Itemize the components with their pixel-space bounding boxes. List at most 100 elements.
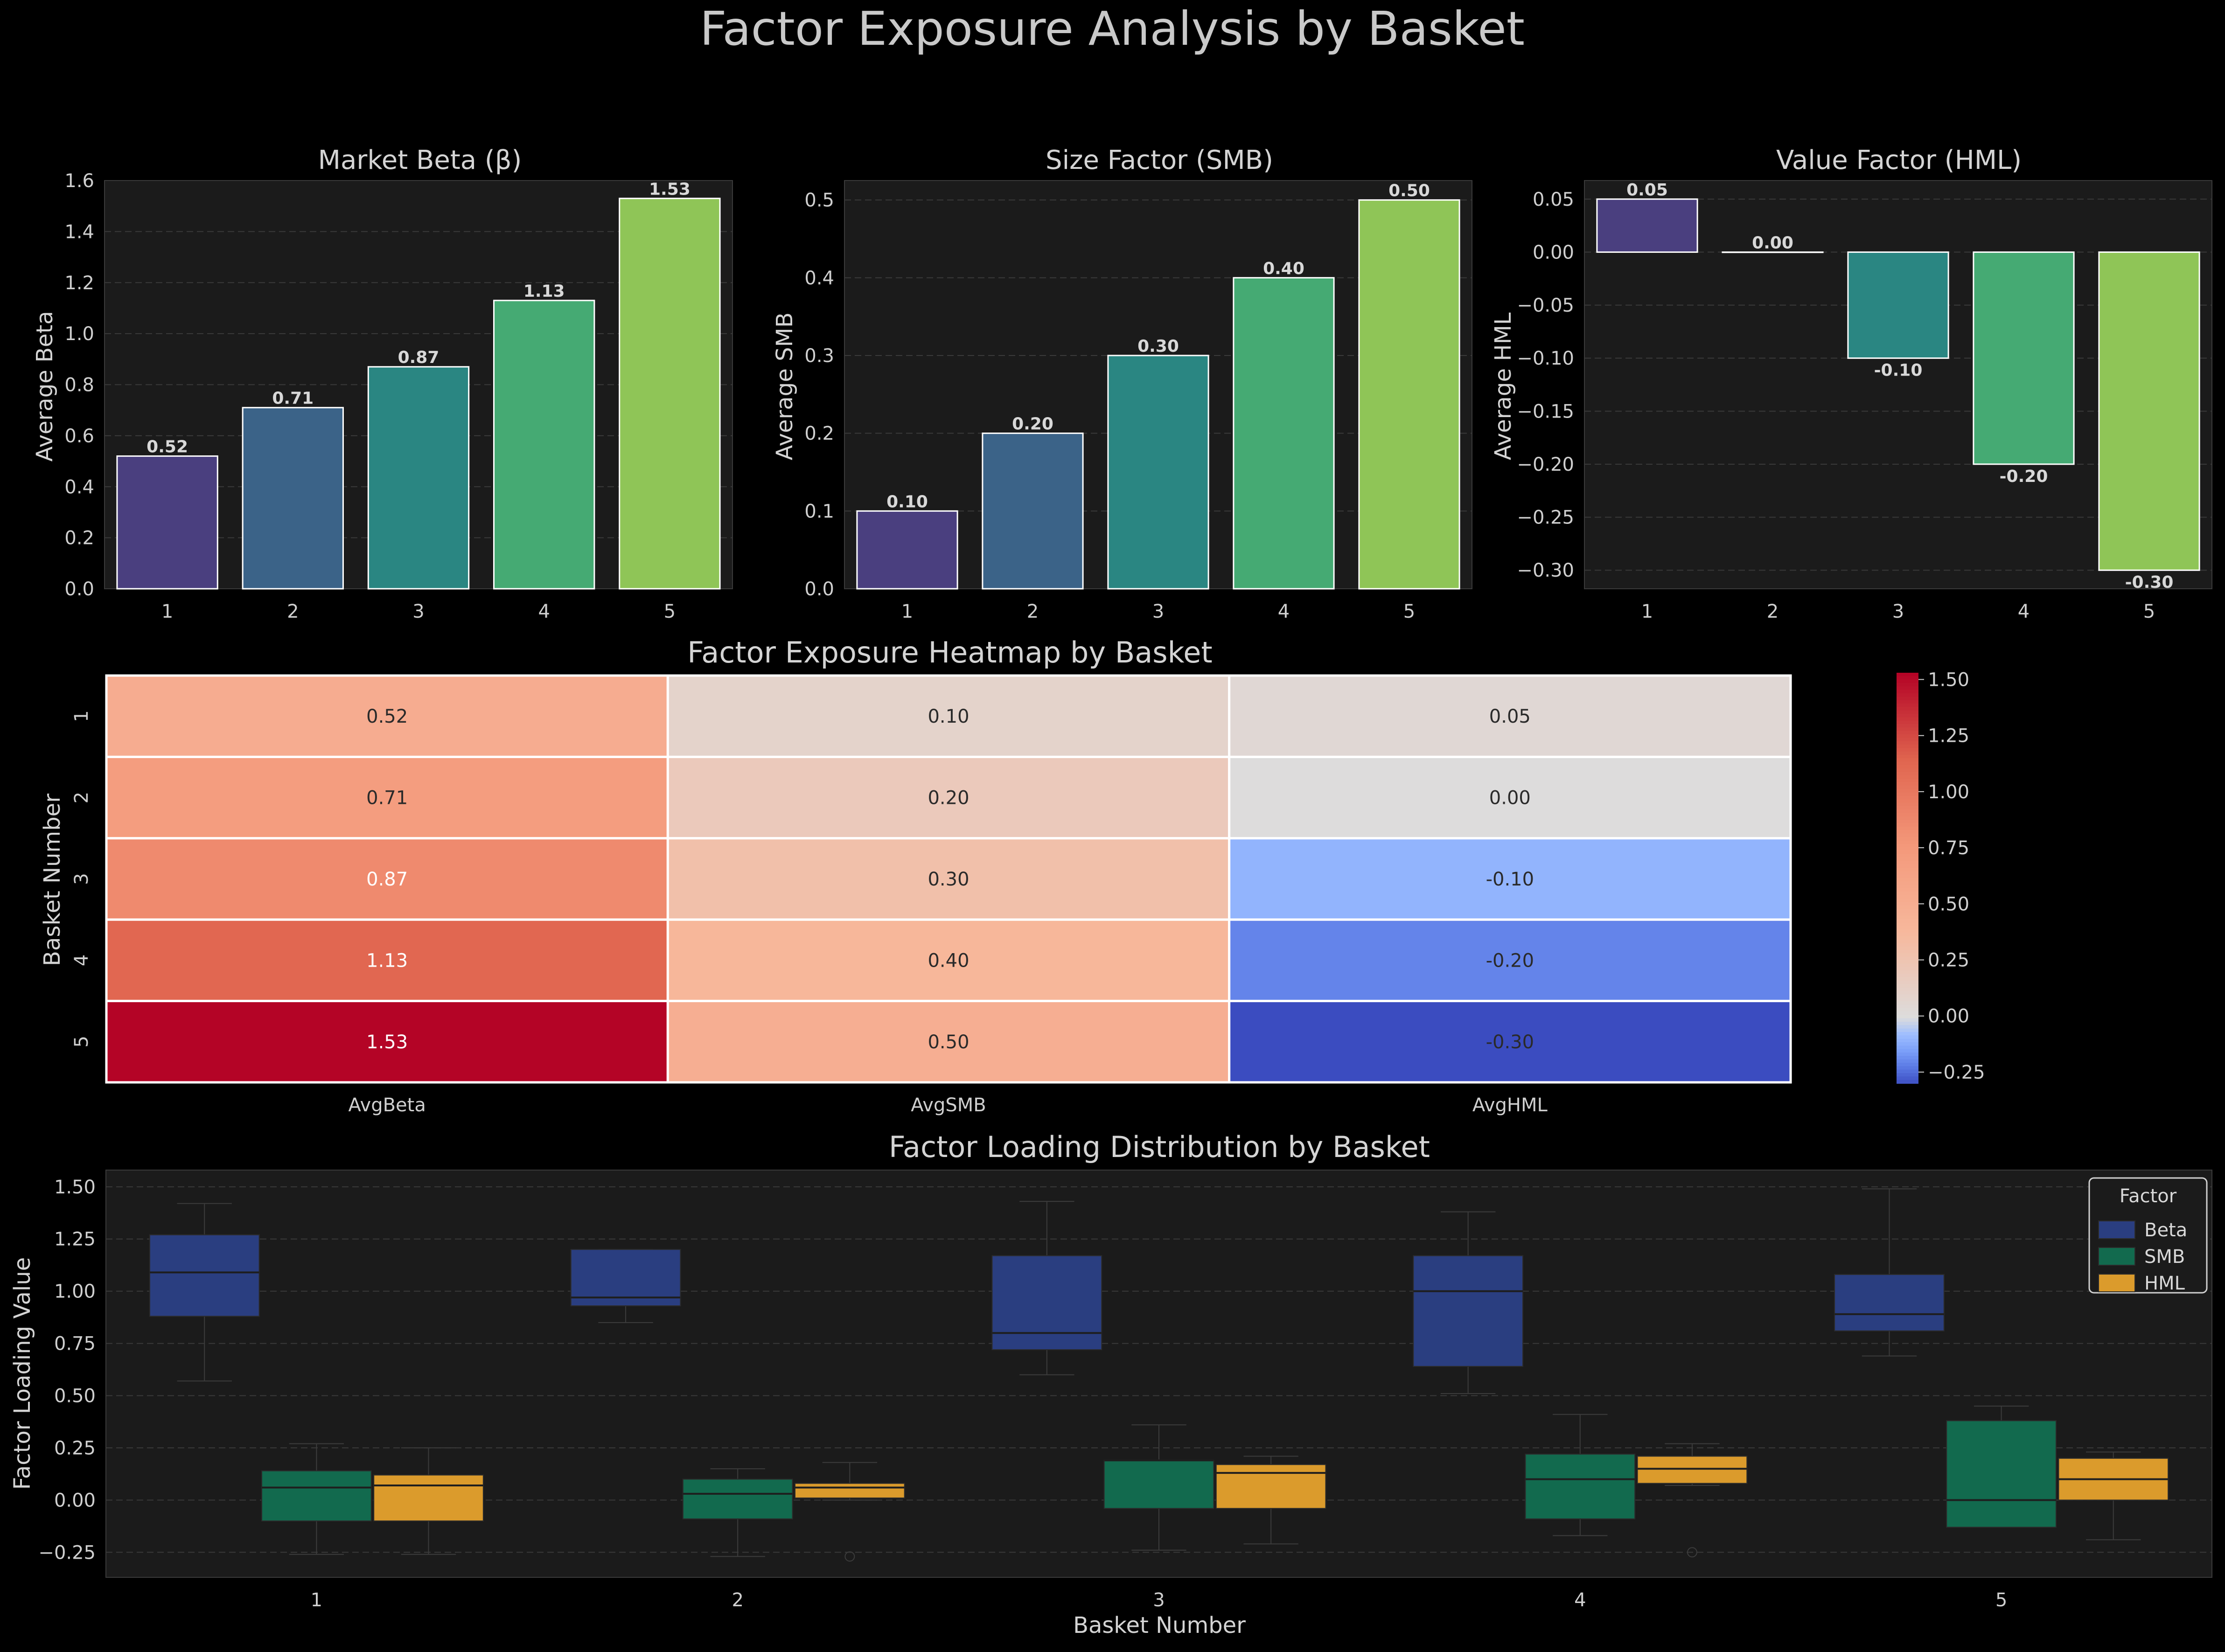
heatmap-row-label: 2: [71, 792, 92, 803]
heatmap-row-label: 4: [71, 955, 92, 966]
value-factor-title: Value Factor (HML): [1776, 145, 2022, 175]
colorbar-segment: [1897, 981, 1918, 985]
colorbar-segment: [1897, 679, 1918, 683]
boxplot-ytick-label: 0.00: [54, 1490, 96, 1511]
boxplot-ylabel: Factor Loading Value: [9, 1257, 35, 1490]
colorbar-segment: [1897, 796, 1918, 800]
colorbar-segment: [1897, 885, 1918, 889]
colorbar-segment: [1897, 1011, 1918, 1016]
colorbar-segment: [1897, 902, 1918, 906]
heatmap-column-label: AvgSMB: [911, 1094, 986, 1116]
colorbar-segment: [1897, 933, 1918, 937]
colorbar-segment: [1897, 748, 1918, 752]
heatmap-cell-label: 0.20: [928, 788, 969, 809]
boxplot-xtick-label-1: 1: [311, 1589, 322, 1611]
value-factor-ytick-label: −0.15: [1517, 401, 1574, 422]
colorbar-segment: [1897, 1022, 1918, 1026]
box-beta-2: [570, 1249, 681, 1306]
market-beta-bar-label-2: 0.71: [272, 389, 314, 408]
market-beta-ytick-label: 0.4: [64, 476, 94, 498]
boxplot-chart: Factor Loading Distribution by Basket Fa…: [9, 1130, 2212, 1638]
boxplot-xlabel: Basket Number: [1073, 1612, 1246, 1638]
colorbar-segment: [1897, 960, 1918, 964]
colorbar-segment: [1897, 895, 1918, 899]
colorbar-segment: [1897, 1018, 1918, 1022]
size-factor-bar-4: [1233, 277, 1335, 590]
size-factor-xtick-label-2: 2: [1027, 601, 1039, 622]
colorbar-segment: [1897, 963, 1918, 968]
heatmap-cell: [105, 1000, 669, 1084]
market-beta-bar-2: [242, 407, 344, 590]
market-beta-xtick-label-5: 5: [664, 601, 676, 622]
value-factor-bar-label-4: -0.20: [2000, 467, 2048, 486]
colorbar-tick-label: 1.00: [1928, 781, 1969, 803]
box-beta-5: [1834, 1274, 1945, 1331]
boxplot-ytick-label: 1.25: [54, 1229, 96, 1250]
value-factor-ytick-label: −0.05: [1517, 295, 1574, 316]
legend-swatch-beta: [2098, 1220, 2135, 1239]
box-hml-2: [794, 1483, 905, 1499]
box-smb-3: [1103, 1460, 1214, 1509]
colorbar-tick-label: 0.00: [1928, 1006, 1969, 1027]
colorbar-segment: [1897, 912, 1918, 916]
colorbar-segment: [1897, 690, 1918, 694]
box-hml-3: [1215, 1464, 1326, 1509]
colorbar-segment: [1897, 1076, 1918, 1080]
colorbar-segment: [1897, 864, 1918, 868]
heatmap-cell-label: 0.52: [366, 706, 408, 727]
heatmap-cell-label: 1.53: [366, 1032, 408, 1053]
market-beta-ytick-label: 1.2: [64, 272, 94, 294]
colorbar-segment: [1897, 929, 1918, 934]
heatmap-cell-label: 0.05: [1489, 706, 1531, 727]
colorbar-segment: [1897, 772, 1918, 776]
colorbar-segment: [1897, 997, 1918, 1002]
heatmap-cell: [1228, 1000, 1792, 1084]
heatmap-cell-label: 0.40: [928, 950, 969, 971]
colorbar-segment: [1897, 738, 1918, 742]
box-smb-4: [1525, 1453, 1636, 1520]
colorbar-segment: [1897, 1073, 1918, 1077]
colorbar-segment: [1897, 686, 1918, 690]
colorbar-segment: [1897, 727, 1918, 732]
size-factor-xtick-label-3: 3: [1152, 601, 1164, 622]
colorbar-segment: [1897, 994, 1918, 998]
heatmap-cell: [105, 918, 669, 1003]
market-beta-bar-3: [367, 366, 470, 590]
size-factor-bar-label-5: 0.50: [1388, 181, 1430, 201]
colorbar-segment: [1897, 943, 1918, 947]
market-beta-bar-label-1: 0.52: [146, 438, 188, 457]
boxplot-xtick-label-4: 4: [1574, 1589, 1586, 1611]
heatmap-row-label: 1: [71, 710, 92, 722]
colorbar-segment: [1897, 731, 1918, 735]
colorbar-segment: [1897, 768, 1918, 773]
box-beta-3: [991, 1255, 1102, 1351]
legend-title: Factor: [2120, 1185, 2177, 1207]
heatmap-cell: [666, 918, 1231, 1003]
colorbar-segment: [1897, 1015, 1918, 1019]
size-factor-ytick-label: 0.1: [804, 501, 834, 522]
colorbar-segment: [1897, 782, 1918, 786]
colorbar-segment: [1897, 1080, 1918, 1084]
value-factor-bar-4: [1973, 251, 2075, 465]
heatmap-cell: [105, 837, 669, 921]
colorbar-segment: [1897, 789, 1918, 793]
colorbar-segment: [1897, 967, 1918, 971]
market-beta-xtick-label-3: 3: [412, 601, 424, 622]
heatmap-cell-label: -0.30: [1486, 1032, 1534, 1053]
colorbar-tick-label: 1.50: [1928, 669, 1969, 690]
colorbar-segment: [1897, 1063, 1918, 1067]
colorbar-segment: [1897, 792, 1918, 796]
heatmap-cell-label: 0.87: [366, 869, 408, 890]
colorbar-segment: [1897, 956, 1918, 961]
colorbar-segment: [1897, 827, 1918, 831]
colorbar-segment: [1897, 761, 1918, 766]
figure-title: Factor Exposure Analysis by Basket: [700, 1, 1525, 56]
colorbar-segment: [1897, 854, 1918, 858]
colorbar-segment: [1897, 704, 1918, 708]
value-factor-bar-3: [1847, 251, 1949, 359]
market-beta-ytick-label: 0.8: [64, 375, 94, 396]
market-beta-ytick-label: 0.2: [64, 528, 94, 549]
colorbar-segment: [1897, 751, 1918, 755]
colorbar-segment: [1897, 1059, 1918, 1063]
